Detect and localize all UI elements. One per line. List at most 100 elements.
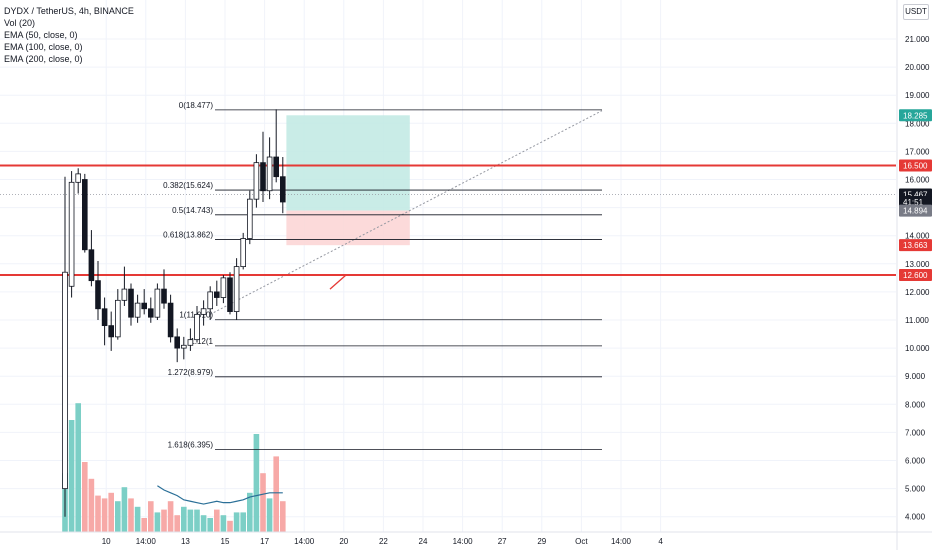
candle-body — [134, 302, 141, 318]
volume-bar — [266, 498, 273, 532]
volume-bar — [253, 434, 260, 532]
time-axis-tick: 14:00 — [453, 537, 474, 546]
candle-body — [273, 156, 279, 178]
candle-body — [75, 173, 82, 183]
volume-bar — [75, 403, 81, 532]
volume-bar — [194, 509, 200, 532]
volume-bar — [220, 515, 227, 532]
candle-body — [154, 288, 161, 318]
stop-zone — [286, 210, 410, 246]
grid — [0, 0, 896, 532]
candle-body — [200, 308, 207, 315]
price-axis-tick: 6.000 — [905, 457, 926, 466]
candle-body — [279, 176, 286, 203]
volume-bar — [154, 512, 161, 532]
price-axis-tick: 19.000 — [905, 91, 930, 100]
fib-level-label: 1.618(6.395) — [168, 440, 214, 449]
price-axis-tick: 17.000 — [905, 147, 930, 156]
candle-body — [68, 181, 75, 287]
candle-body — [213, 291, 220, 298]
volume-bar — [68, 420, 75, 532]
candle-body — [141, 302, 148, 310]
price-axis-tick: 18.000 — [905, 119, 930, 128]
fib-level-label: 0.5(14.743) — [172, 206, 213, 215]
volume-bar — [247, 492, 253, 532]
time-axis-tick: 10 — [102, 537, 111, 546]
candle-body — [121, 288, 128, 301]
candle-body — [253, 162, 260, 200]
volume-bar — [141, 518, 147, 532]
candle-body — [260, 162, 266, 192]
ema-line — [157, 485, 283, 505]
volume-bar — [148, 501, 154, 532]
candles — [62, 109, 286, 517]
volume-bar — [95, 495, 101, 532]
price-axis-tick: 21.000 — [905, 35, 930, 44]
volume-bar — [128, 498, 134, 532]
price-axis-tick: 7.000 — [905, 428, 926, 437]
candle-body — [167, 302, 174, 338]
candle-body — [194, 313, 200, 341]
price-label-text: 12.600 — [903, 271, 928, 280]
time-axis-tick: 27 — [498, 537, 507, 546]
fib-level-label: 0.618(13.862) — [163, 231, 213, 240]
target-zone — [286, 115, 410, 211]
time-axis-tick: 15 — [221, 537, 230, 546]
price-label-box — [899, 159, 932, 172]
price-axis-tick: 14.000 — [905, 232, 930, 241]
time-axis-tick: 17 — [260, 537, 269, 546]
candle-body — [95, 280, 101, 310]
volume-bar — [167, 501, 174, 532]
price-label-box — [899, 109, 932, 122]
candle-body — [108, 325, 115, 338]
candle-body — [128, 288, 134, 318]
volume-bar — [214, 509, 220, 532]
time-axis-tick: 29 — [537, 537, 546, 546]
price-label-box — [899, 204, 932, 217]
candle-body — [187, 339, 194, 346]
volume-bar — [108, 492, 114, 532]
volume-bar — [233, 512, 240, 532]
price-axis-tick: 9.000 — [905, 372, 926, 381]
price-axis-tick: 4.000 — [905, 513, 926, 522]
volume-bar — [200, 515, 207, 532]
volume-bar — [101, 498, 108, 532]
fib-level-label: 1.272(8.979) — [168, 368, 214, 377]
currency-selector[interactable]: USDT — [903, 4, 929, 20]
price-label-text: 41:51 — [903, 198, 924, 207]
candle-body — [266, 156, 273, 192]
time-axis-tick: 4 — [658, 537, 663, 546]
volume-bar — [121, 487, 128, 532]
volume-bar — [240, 512, 246, 532]
time-axis-tick: 20 — [339, 537, 348, 546]
volume-bar — [161, 509, 167, 532]
time-axis-tick: 14:00 — [611, 537, 632, 546]
candle-body — [240, 238, 247, 268]
candle-body — [233, 266, 240, 312]
time-axis-tick: 24 — [419, 537, 428, 546]
candle-body — [207, 291, 214, 310]
volume-bar — [187, 509, 194, 532]
trend-line — [209, 110, 603, 315]
volume-series — [62, 403, 286, 532]
candle-body — [62, 271, 68, 490]
candle-body — [220, 277, 227, 298]
fib-level-label: 1.12(1 — [190, 337, 213, 346]
time-axis-tick: 13 — [181, 537, 190, 546]
candle-body — [180, 344, 187, 349]
price-label-text: 13.663 — [903, 241, 928, 250]
price-axis-tick: 5.000 — [905, 485, 926, 494]
candle-body — [82, 179, 88, 251]
fib-level-label: 0.382(15.624) — [163, 181, 213, 190]
candle-body — [88, 249, 95, 282]
volume-bar — [88, 478, 95, 532]
price-label-text: 16.500 — [903, 161, 928, 170]
volume-bar — [115, 501, 121, 532]
volume-bar — [273, 456, 279, 532]
time-axis-tick: 14:00 — [136, 537, 157, 546]
candle-body — [246, 198, 253, 239]
volume-bar — [227, 520, 233, 532]
price-axis-tick: 11.000 — [905, 316, 929, 325]
time-axis-tick: 22 — [379, 537, 388, 546]
